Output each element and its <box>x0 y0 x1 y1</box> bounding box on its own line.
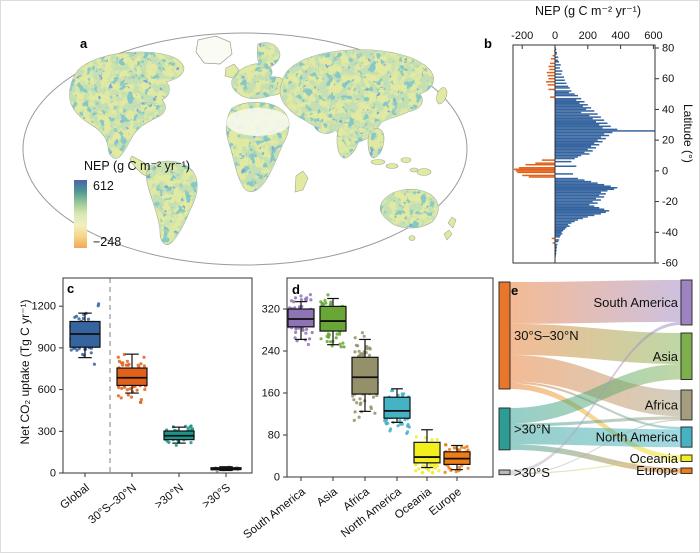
svg-text:Europe: Europe <box>636 463 678 478</box>
panel-b-latitude-axis-label: Latitude (°) <box>681 104 695 163</box>
svg-text:600: 600 <box>38 384 56 396</box>
svg-text:-200: -200 <box>511 30 533 42</box>
box-Oceania <box>413 441 441 464</box>
svg-text:South America: South America <box>242 486 309 542</box>
panel-b-axis-title: NEP (g C m⁻² yr⁻¹) <box>534 4 642 18</box>
svg-text:160: 160 <box>262 388 280 400</box>
flow->30°S-to-Oceania <box>510 460 681 475</box>
panel-e-sankey: 30°S–30°N >30°N >30°S South America Asia Afri… <box>498 279 693 480</box>
svg-text:80: 80 <box>662 43 674 55</box>
svg-text:>30°N: >30°N <box>153 482 186 511</box>
svg-text:900: 900 <box>38 342 56 354</box>
flow-30°S–30°N-to-Asia <box>510 323 681 364</box>
svg-text:>30°N: >30°N <box>514 421 551 436</box>
world-map-panel <box>22 32 468 266</box>
svg-text:0: 0 <box>662 165 668 177</box>
svg-text:0: 0 <box>274 472 280 484</box>
sankey-node->30°N <box>498 407 511 451</box>
panel-e-label: e <box>511 283 519 298</box>
panel-b-label: b <box>484 36 492 51</box>
svg-text:600: 600 <box>644 30 662 42</box>
box-Africa <box>351 356 379 395</box>
sankey-node->30°S <box>498 469 511 476</box>
svg-text:-20: -20 <box>662 196 678 208</box>
madagascar <box>294 170 309 193</box>
sankey-node-Oceania <box>680 454 693 463</box>
java <box>385 163 399 169</box>
svg-text:300: 300 <box>38 426 56 438</box>
box-South America <box>287 308 315 328</box>
svg-text:>30°S: >30°S <box>200 482 233 511</box>
flow->30°N-to-Asia <box>510 364 681 424</box>
svg-text:200: 200 <box>579 30 597 42</box>
panel-c-y-axis-label: Net CO₂ uptake (Tg C yr⁻¹) <box>18 299 32 445</box>
svg-text:0: 0 <box>50 468 56 480</box>
box-Asia <box>319 305 347 332</box>
svg-text:Oceania: Oceania <box>630 451 679 466</box>
sankey-node-North America <box>680 426 693 448</box>
box-30°S–30°N <box>116 367 148 387</box>
panel-c-label: c <box>67 281 75 296</box>
svg-text:30°S–30°N: 30°S–30°N <box>86 482 138 527</box>
svg-text:320: 320 <box>262 304 280 316</box>
svg-text:>30°S: >30°S <box>514 465 550 480</box>
borneo <box>400 157 412 163</box>
sankey-node-30°S–30°N <box>498 281 511 390</box>
flow-30°S–30°N-to-Africa <box>510 354 681 417</box>
flow->30°N-to-Europe <box>510 444 681 474</box>
svg-text:-60: -60 <box>662 257 678 269</box>
panel-d-label: d <box>292 282 300 297</box>
svg-text:30°S–30°N: 30°S–30°N <box>514 328 579 343</box>
panel-a-label: a <box>80 36 88 51</box>
svg-text:20: 20 <box>662 135 674 147</box>
sankey-node-Europe <box>680 467 693 474</box>
map-legend-title: NEP (g C m⁻² yr⁻¹) <box>84 159 191 173</box>
british-isles <box>224 63 240 79</box>
svg-text:-40: -40 <box>662 227 678 239</box>
svg-text:40: 40 <box>662 104 674 116</box>
svg-text:Africa: Africa <box>645 397 679 412</box>
svg-text:Europe: Europe <box>427 486 464 518</box>
svg-text:60: 60 <box>662 73 674 85</box>
sankey-node-Asia <box>680 332 693 380</box>
svg-text:Global: Global <box>58 482 92 512</box>
svg-text:North America: North America <box>596 430 679 445</box>
new-zealand <box>443 216 457 241</box>
svg-text:South America: South America <box>593 295 678 310</box>
sumatra <box>370 159 386 165</box>
map-legend-max: 612 <box>93 179 114 193</box>
svg-text:0: 0 <box>552 30 558 42</box>
flow-30°S–30°N-to-South America <box>510 280 681 324</box>
sahara-pale-region <box>226 108 290 136</box>
svg-text:240: 240 <box>262 346 280 358</box>
box-North America <box>383 396 411 419</box>
sankey-node-South America <box>680 279 693 326</box>
sankey-node-Africa <box>680 389 693 421</box>
svg-text:80: 80 <box>268 430 280 442</box>
flow->30°N-to-North America <box>510 426 681 448</box>
svg-text:Asia: Asia <box>653 349 679 364</box>
svg-text:400: 400 <box>611 30 629 42</box>
tasmania <box>408 235 416 241</box>
japan <box>436 87 448 105</box>
new-guinea <box>416 168 432 176</box>
svg-text:1200: 1200 <box>32 301 56 313</box>
flow->30°N-to-Africa <box>510 416 681 427</box>
greenland <box>195 35 233 65</box>
svg-text:Asia: Asia <box>315 486 340 510</box>
map-colorbar <box>74 180 87 248</box>
map-legend-min: −248 <box>93 235 122 249</box>
